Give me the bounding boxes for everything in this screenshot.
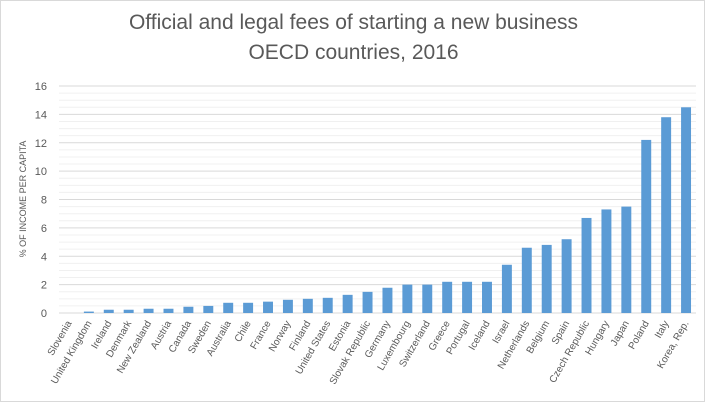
y-tick-label: 0 — [41, 308, 47, 320]
bar — [203, 305, 214, 313]
bar — [342, 294, 353, 313]
bar — [581, 217, 592, 313]
bar — [482, 281, 492, 313]
bar — [561, 239, 572, 313]
bar — [183, 306, 194, 313]
bar — [282, 299, 293, 313]
y-tick-label: 14 — [35, 109, 47, 121]
bar — [362, 291, 373, 313]
y-tick-label: 12 — [35, 138, 47, 150]
bar — [243, 302, 254, 313]
bar — [541, 244, 552, 313]
x-tick-label: Italy — [653, 319, 672, 340]
bar — [462, 281, 473, 313]
y-tick-label: 10 — [35, 166, 47, 178]
bar — [83, 311, 94, 313]
bar — [521, 247, 532, 313]
bar — [223, 302, 234, 313]
bar — [442, 281, 453, 313]
bar — [103, 309, 114, 313]
bar — [322, 297, 333, 313]
y-tick-label: 4 — [41, 251, 47, 263]
chart-subtitle: OECD countries, 2016 — [248, 41, 459, 64]
bar — [641, 139, 652, 313]
bar — [601, 209, 612, 313]
bar — [661, 117, 672, 314]
bar — [263, 301, 273, 313]
y-tick-label: 2 — [41, 280, 47, 292]
bar — [681, 107, 692, 313]
bar — [143, 308, 154, 313]
bar — [163, 308, 174, 313]
y-tick-label: 8 — [41, 195, 47, 207]
bar — [123, 309, 134, 313]
bar — [422, 284, 433, 313]
y-tick-label: 6 — [41, 223, 47, 235]
y-tick-label: 16 — [35, 81, 47, 93]
bar — [621, 206, 632, 313]
bar — [402, 284, 413, 313]
chart-title: Official and legal fees of starting a ne… — [128, 11, 579, 34]
bar — [302, 298, 313, 313]
y-axis-label: % OF INCOME PER CAPITA — [18, 141, 28, 258]
bar — [382, 287, 393, 313]
bar — [501, 264, 512, 313]
